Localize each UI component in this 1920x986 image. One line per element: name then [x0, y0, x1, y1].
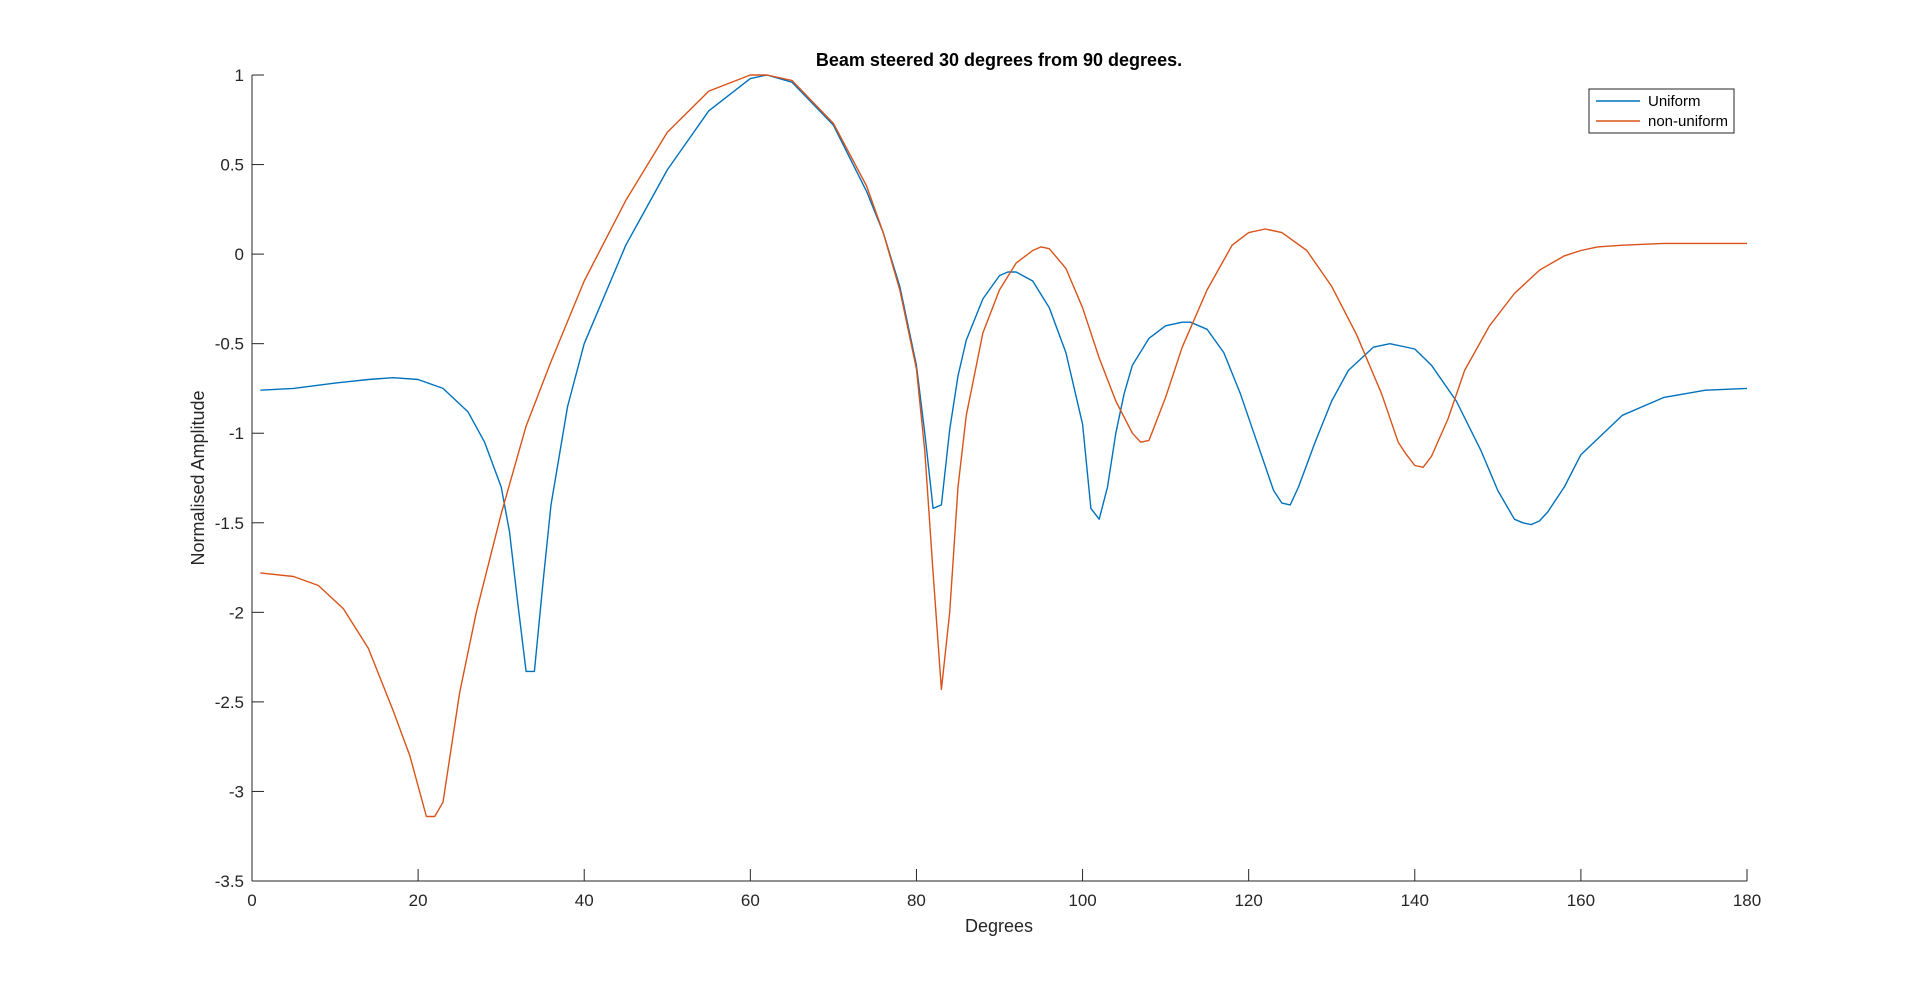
y-tick-label: -2 [229, 603, 244, 622]
y-tick-label: -3.5 [215, 872, 244, 891]
x-tick-label: 180 [1733, 891, 1761, 910]
legend-label-uniform: Uniform [1648, 93, 1701, 110]
x-tick-label: 160 [1567, 891, 1595, 910]
y-tick-label: -3 [229, 782, 244, 801]
y-axis-label: Normalised Amplitude [188, 390, 208, 565]
x-tick-label: 100 [1068, 891, 1096, 910]
y-tick-label: -1.5 [215, 514, 244, 533]
chart-title: Beam steered 30 degrees from 90 degrees. [816, 50, 1182, 70]
x-tick-label: 20 [409, 891, 428, 910]
legend: Uniform non-uniform [1588, 88, 1735, 134]
x-tick-label: 80 [907, 891, 926, 910]
series-layer [260, 74, 1748, 818]
plot-area [252, 75, 1747, 881]
y-tick-label: -2.5 [215, 693, 244, 712]
y-tick-label: 0.5 [220, 156, 244, 175]
legend-label-non-uniform: non-uniform [1648, 113, 1728, 130]
x-ticks: 0 20 40 60 80 100 120 140 160 180 [247, 869, 1761, 910]
series-line-non-uniform [260, 74, 1747, 818]
x-tick-label: 140 [1401, 891, 1429, 910]
x-tick-label: 0 [247, 891, 256, 910]
x-axis-label: Degrees [965, 916, 1033, 936]
y-tick-label: -1 [229, 424, 244, 443]
y-tick-label: 1 [235, 66, 244, 85]
legend-box [1588, 88, 1735, 134]
x-tick-label: 40 [575, 891, 594, 910]
y-tick-label: 0 [235, 245, 244, 264]
series-line-uniform [260, 74, 1748, 673]
y-tick-label: -0.5 [215, 335, 244, 354]
x-tick-label: 60 [741, 891, 760, 910]
x-tick-label: 120 [1234, 891, 1262, 910]
y-ticks: 1 0.5 0 -0.5 -1 -1.5 -2 -2.5 -3 -3.5 [215, 66, 264, 891]
